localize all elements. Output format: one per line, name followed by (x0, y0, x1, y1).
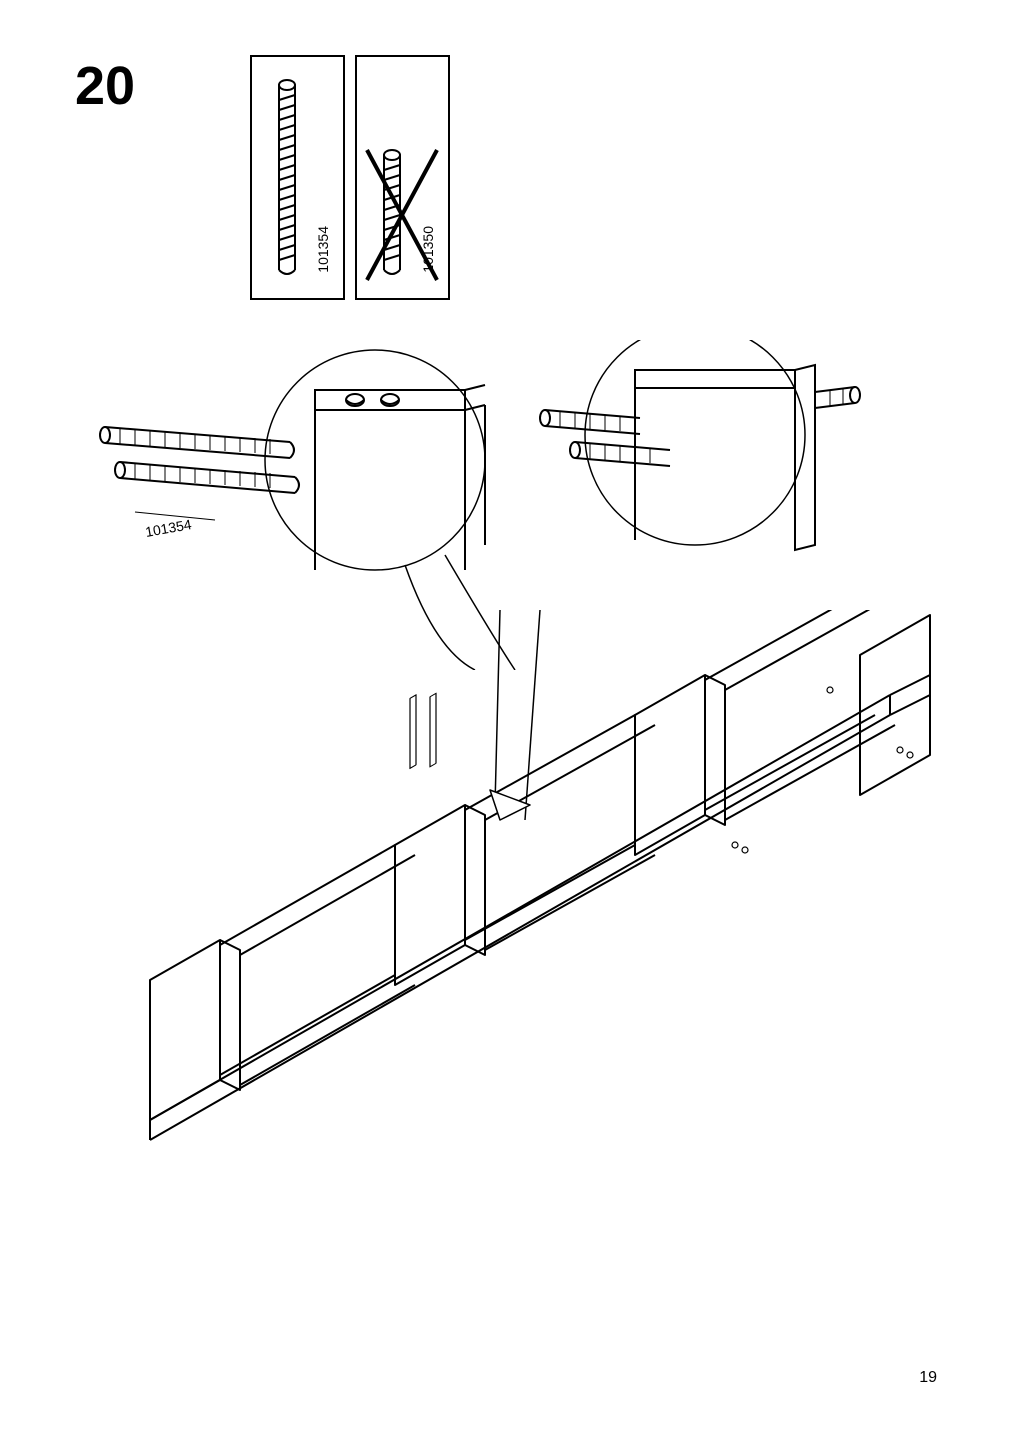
part-box-correct: 101354 (250, 55, 345, 300)
part-box-incorrect: 101350 (355, 55, 450, 300)
instruction-page: 20 (0, 0, 1012, 1432)
parts-selector-row: 101354 (250, 55, 450, 300)
part-number-incorrect: 101350 (420, 226, 436, 273)
part-number-correct: 101354 (315, 226, 331, 273)
step-number: 20 (75, 55, 135, 117)
main-assembly-illustration (130, 610, 940, 1170)
page-number: 19 (919, 1369, 937, 1387)
